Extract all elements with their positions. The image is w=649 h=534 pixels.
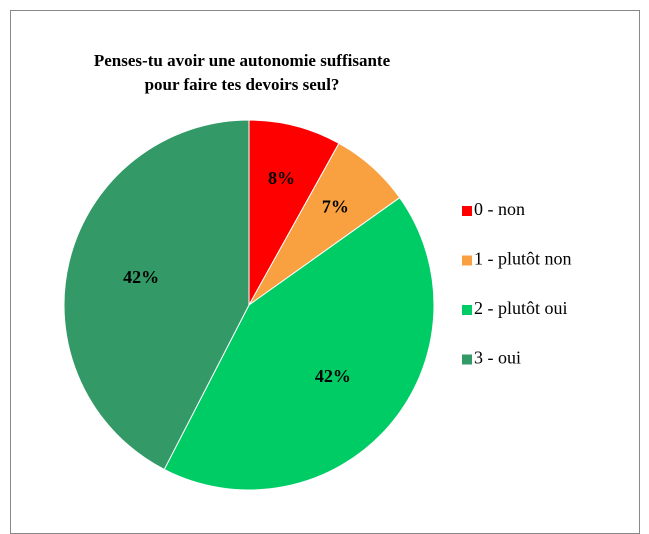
legend-label: 0 - non [474,199,525,219]
legend-swatch [462,354,472,365]
data-label: 7% [322,197,349,217]
legend-swatch [462,206,472,216]
data-label: 42% [123,267,159,287]
legend-label: 3 - oui [474,348,521,368]
pie-slice [248,119,340,307]
pie-slice [63,119,250,471]
pie-slice [163,196,435,491]
legend-swatch [462,255,472,266]
legend-label: 2 - plutôt oui [474,298,568,318]
data-label: 8% [268,168,295,188]
legend-label: 1 - plutôt non [474,249,572,269]
data-label: 42% [315,366,351,386]
chart-title: Penses-tu avoir une autonomie suffisante [94,51,391,70]
chart-subtitle: pour faire tes devoirs seul? [145,75,340,94]
legend-swatch [462,305,472,315]
